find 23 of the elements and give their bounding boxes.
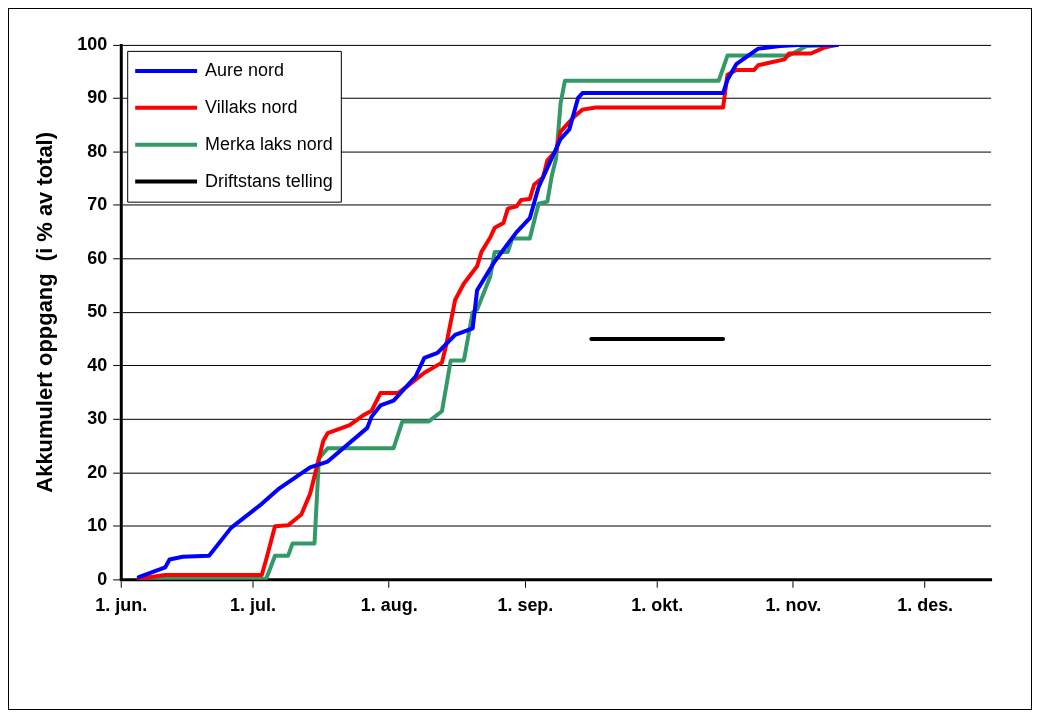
y-tick-label: 10 — [87, 515, 108, 536]
x-tick-label: 1. jul. — [230, 595, 276, 616]
x-tick-label: 1. des. — [897, 595, 954, 616]
x-tick-label: 1. jun. — [95, 595, 148, 616]
x-tick-label: 1. sep. — [497, 595, 554, 616]
y-tick-label: 20 — [87, 461, 108, 482]
y-tick-label: 50 — [87, 301, 108, 322]
y-tick-label: 70 — [87, 194, 108, 215]
x-tick-label: 1. okt. — [631, 595, 684, 616]
y-tick-label: 90 — [87, 87, 108, 108]
y-tick-label: 100 — [77, 33, 108, 54]
y-tick-label: 0 — [97, 568, 108, 589]
y-tick-label: 40 — [87, 354, 108, 375]
y-tick-label: 80 — [87, 140, 108, 161]
legend-label: Villaks nord — [205, 96, 298, 117]
legend-label: Merka laks nord — [205, 133, 333, 154]
x-tick-label: 1. nov. — [765, 595, 822, 616]
x-tick-label: 1. aug. — [360, 595, 418, 616]
y-tick-label: 60 — [87, 247, 108, 268]
y-axis-title: Akkumulert oppgang (i % av total) — [32, 132, 58, 493]
y-tick-label: 30 — [87, 408, 108, 429]
legend-label: Driftstans telling — [205, 170, 333, 191]
legend-label: Aure nord — [205, 59, 284, 80]
